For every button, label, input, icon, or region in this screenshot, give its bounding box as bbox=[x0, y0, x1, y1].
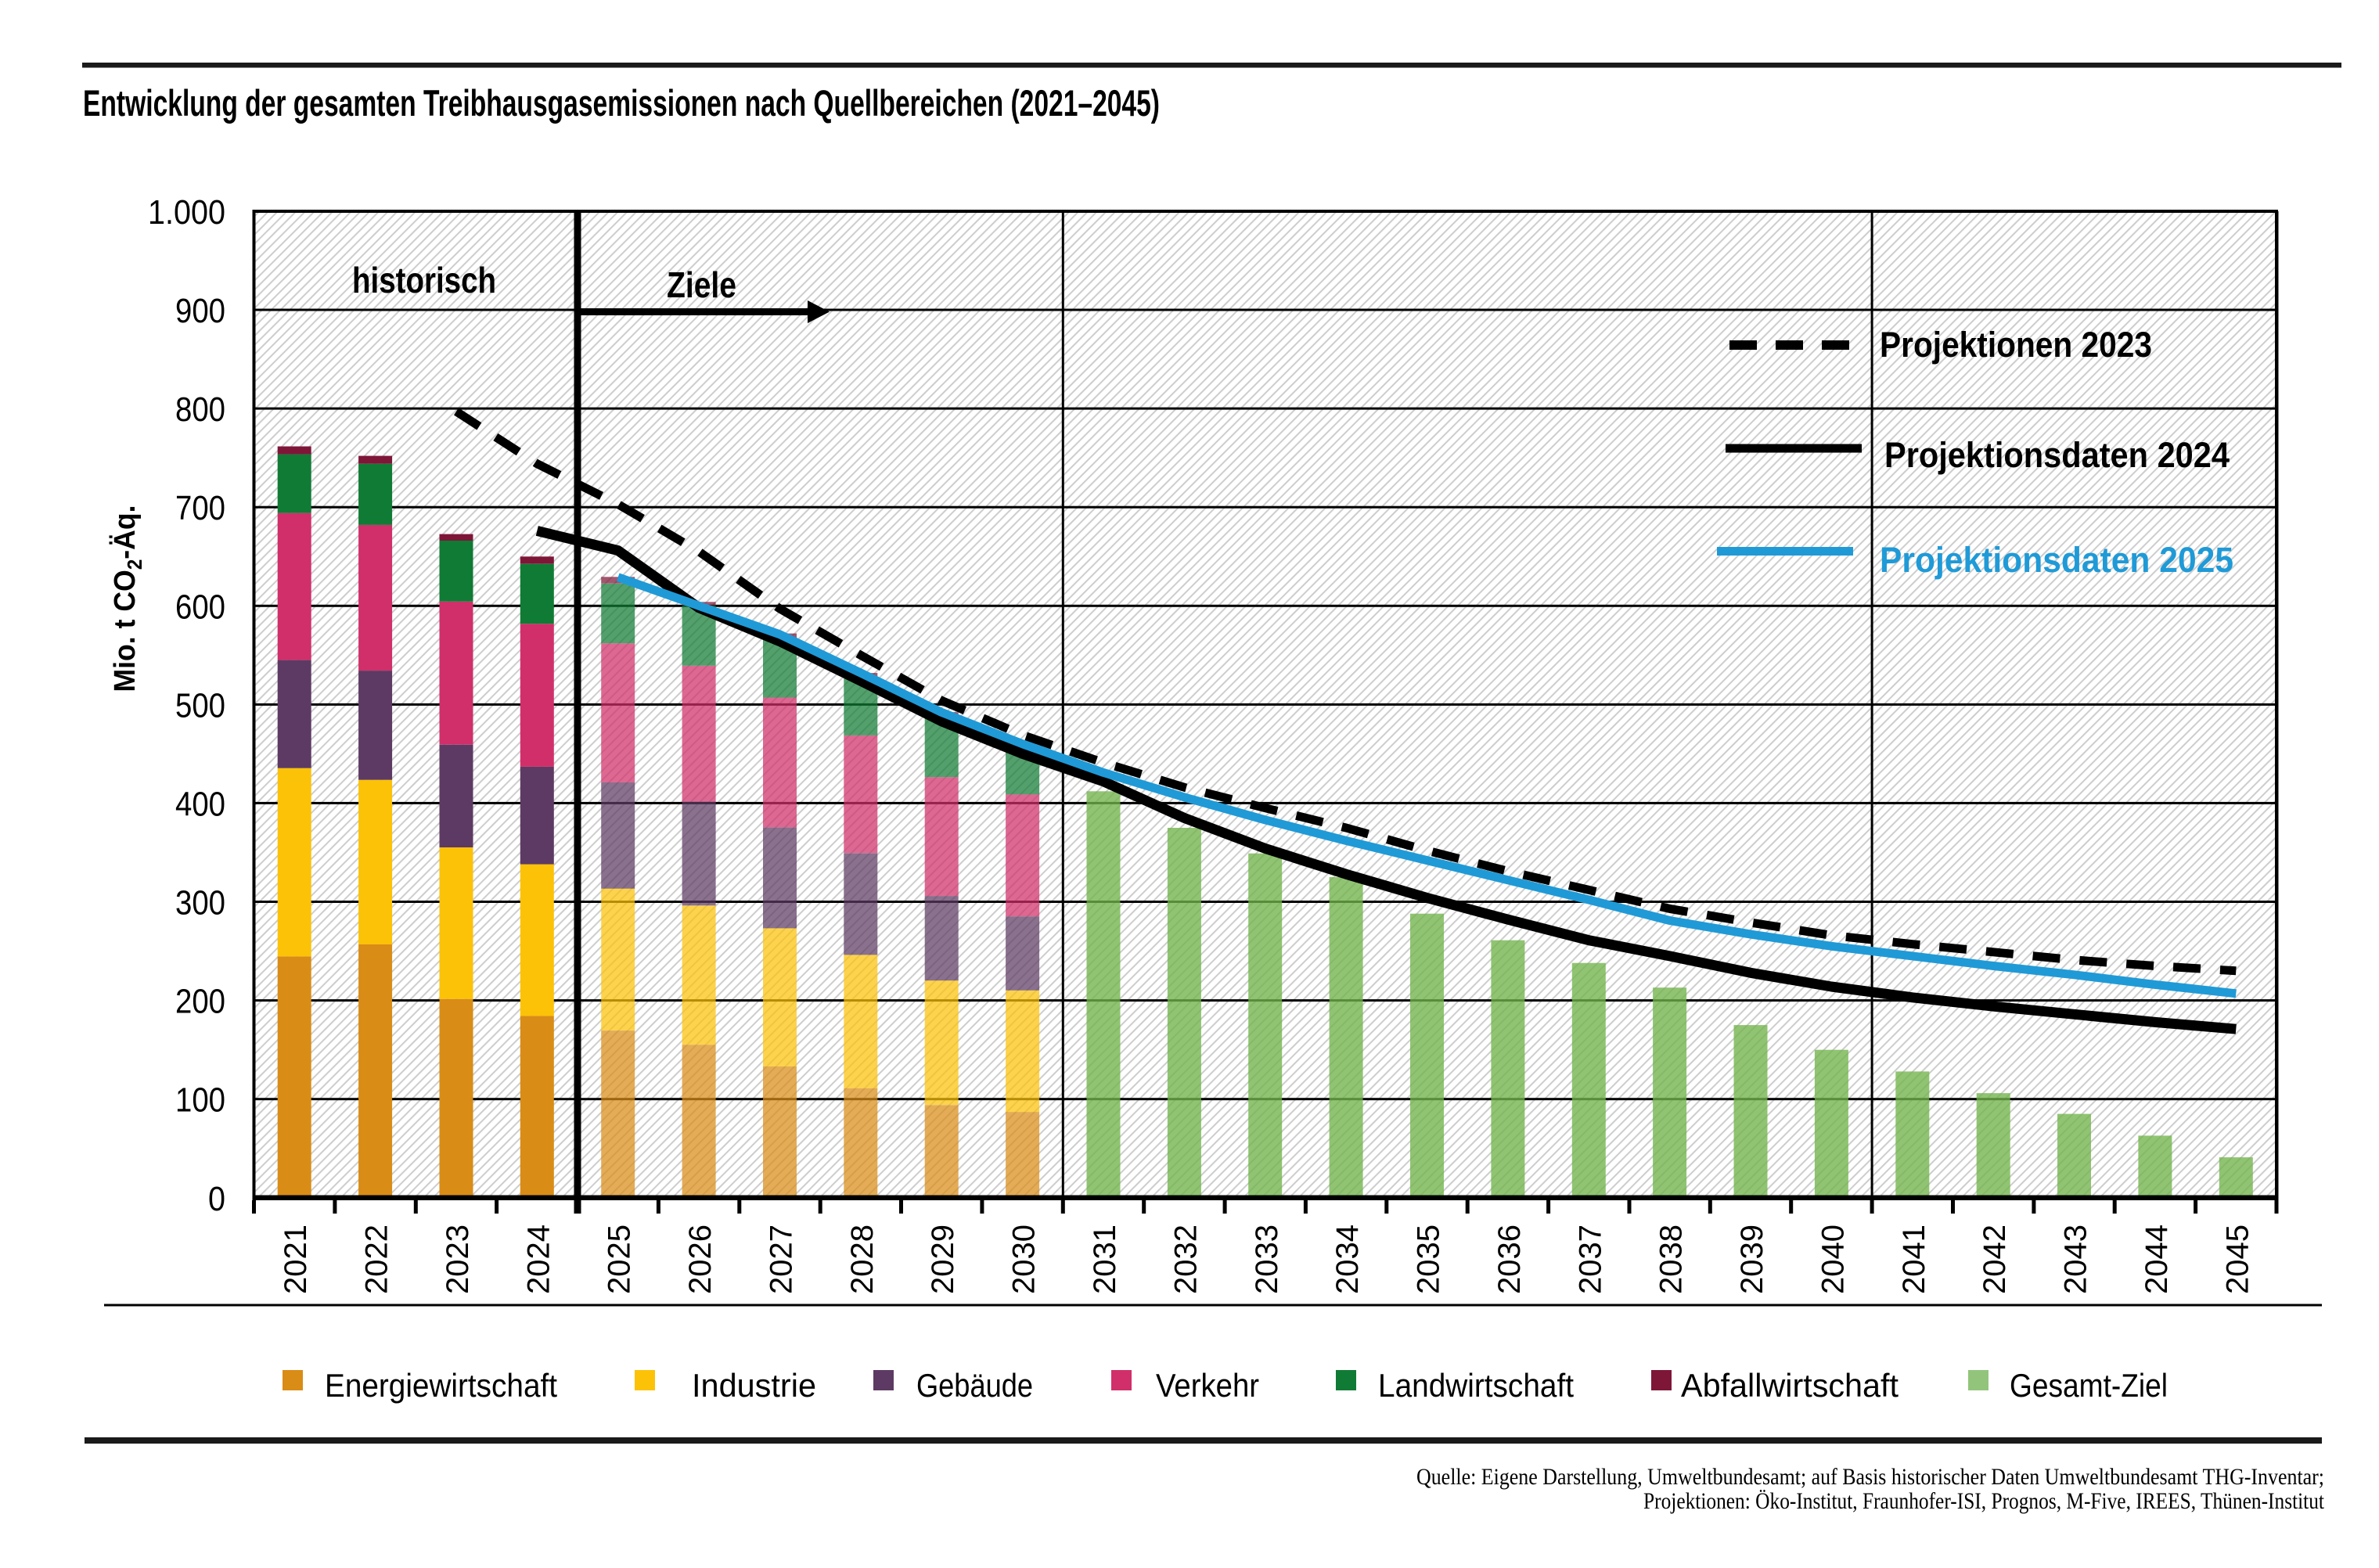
svg-text:2041: 2041 bbox=[1897, 1225, 1931, 1294]
svg-text:2031: 2031 bbox=[1088, 1225, 1122, 1294]
svg-text:2021: 2021 bbox=[279, 1225, 313, 1294]
svg-text:700: 700 bbox=[175, 489, 225, 527]
svg-text:300: 300 bbox=[175, 884, 225, 922]
svg-text:2036: 2036 bbox=[1492, 1225, 1527, 1294]
svg-text:Projektionsdaten 2024: Projektionsdaten 2024 bbox=[1884, 435, 2230, 475]
svg-text:600: 600 bbox=[175, 588, 225, 626]
svg-text:2022: 2022 bbox=[360, 1225, 394, 1294]
svg-text:2037: 2037 bbox=[1573, 1225, 1607, 1294]
svg-text:800: 800 bbox=[175, 390, 225, 429]
svg-text:Industrie: Industrie bbox=[692, 1367, 816, 1404]
svg-text:2030: 2030 bbox=[1007, 1225, 1042, 1294]
svg-text:2042: 2042 bbox=[1978, 1225, 2012, 1294]
svg-text:2035: 2035 bbox=[1412, 1225, 1446, 1294]
svg-text:2038: 2038 bbox=[1654, 1225, 1689, 1294]
svg-text:Ziele: Ziele bbox=[667, 264, 736, 305]
svg-text:Quelle: Eigene Darstellung, Um: Quelle: Eigene Darstellung, Umweltbundes… bbox=[1416, 1464, 2324, 1490]
svg-text:2045: 2045 bbox=[2220, 1225, 2255, 1294]
svg-text:2040: 2040 bbox=[1816, 1225, 1850, 1294]
svg-text:900: 900 bbox=[175, 292, 225, 330]
svg-text:2043: 2043 bbox=[2059, 1225, 2093, 1294]
svg-text:1.000: 1.000 bbox=[148, 193, 225, 232]
svg-text:Abfallwirtschaft: Abfallwirtschaft bbox=[1681, 1367, 1899, 1404]
svg-text:2033: 2033 bbox=[1250, 1225, 1284, 1294]
svg-text:2039: 2039 bbox=[1735, 1225, 1769, 1294]
svg-text:400: 400 bbox=[175, 785, 225, 823]
svg-text:Entwicklung der gesamten Treib: Entwicklung der gesamten Treibhausgasemi… bbox=[83, 82, 1160, 124]
svg-text:2023: 2023 bbox=[441, 1225, 475, 1294]
svg-text:100: 100 bbox=[175, 1081, 225, 1120]
svg-text:Landwirtschaft: Landwirtschaft bbox=[1378, 1367, 1574, 1404]
svg-text:2024: 2024 bbox=[521, 1225, 556, 1294]
svg-text:500: 500 bbox=[175, 686, 225, 725]
svg-text:2028: 2028 bbox=[845, 1225, 880, 1294]
svg-text:200: 200 bbox=[175, 983, 225, 1021]
svg-text:2027: 2027 bbox=[765, 1225, 799, 1294]
svg-text:2034: 2034 bbox=[1330, 1225, 1365, 1294]
svg-text:2032: 2032 bbox=[1168, 1225, 1203, 1294]
svg-text:Gebäude: Gebäude bbox=[916, 1367, 1033, 1404]
svg-text:historisch: historisch bbox=[352, 260, 496, 300]
svg-text:Projektionen 2023: Projektionen 2023 bbox=[1880, 325, 2152, 365]
svg-text:Mio. t CO2-Äq.: Mio. t CO2-Äq. bbox=[108, 505, 146, 692]
svg-text:2029: 2029 bbox=[926, 1225, 960, 1294]
svg-text:Energiewirtschaft: Energiewirtschaft bbox=[325, 1367, 557, 1404]
svg-text:2026: 2026 bbox=[683, 1225, 718, 1294]
svg-text:Projektionen: Öko-Institut, Fr: Projektionen: Öko-Institut, Fraunhofer-I… bbox=[1643, 1488, 2325, 1514]
svg-text:2025: 2025 bbox=[603, 1225, 637, 1294]
svg-text:Gesamt-Ziel: Gesamt-Ziel bbox=[2010, 1367, 2168, 1404]
svg-text:Projektionsdaten 2025: Projektionsdaten 2025 bbox=[1880, 540, 2233, 580]
svg-text:0: 0 bbox=[208, 1180, 225, 1218]
svg-text:2044: 2044 bbox=[2140, 1225, 2174, 1294]
svg-text:Verkehr: Verkehr bbox=[1156, 1367, 1259, 1404]
